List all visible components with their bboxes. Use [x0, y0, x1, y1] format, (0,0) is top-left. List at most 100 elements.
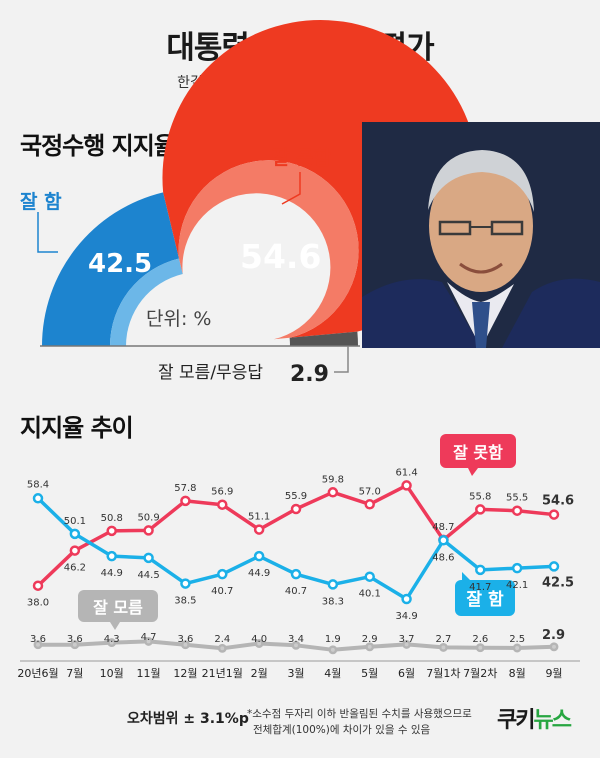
bad-data-label: 50.8: [101, 513, 123, 524]
footnote-line-1: *소수점 두자리 이하 반올림된 수치를 사용했으므로: [247, 708, 472, 720]
x-tick-label: 7월1차: [426, 667, 460, 680]
good-data-label: 44.9: [248, 568, 270, 579]
dk-data-label: 2.9: [542, 628, 565, 643]
good-point: [290, 568, 302, 580]
dk-data-label: 3.7: [399, 634, 415, 645]
good-series-tag: 잘 함: [455, 572, 515, 616]
bad-point: [217, 499, 228, 510]
dk-data-label: 2.5: [509, 634, 525, 645]
bad-point: [180, 495, 191, 507]
good-point: [106, 550, 117, 562]
bad-point: [401, 480, 412, 491]
bad-point: [364, 499, 375, 510]
dk-data-label: 4.7: [141, 632, 157, 643]
bad-data-label: 59.8: [322, 474, 344, 485]
good-point: [253, 550, 265, 562]
dk-point: [402, 639, 412, 649]
gauge-good-arc: [42, 192, 179, 346]
good-point: [401, 593, 412, 605]
good-point: [180, 578, 191, 589]
bad-data-label: 55.9: [285, 491, 307, 502]
dk-series-tag-text: 잘 모름: [93, 598, 143, 617]
bad-callout-line: [281, 172, 301, 205]
good-point: [438, 535, 449, 546]
bad-point: [548, 509, 560, 520]
good-point: [69, 528, 81, 540]
gauge-dk-label: 잘 모름/무응답: [158, 363, 263, 383]
bad-data-label: 61.4: [395, 467, 417, 478]
bad-point: [32, 580, 44, 591]
gauge-bad-inner-arc: [178, 160, 359, 340]
bad-point: [511, 505, 523, 516]
bad-series: 38.0 46.2 50.8 50.9 57.8 56.9 51.1 55.9 59.8 57.0…: [27, 467, 574, 608]
good-data-label: 44.5: [137, 570, 159, 581]
x-tick-label: 3월: [287, 667, 304, 680]
good-data-label: 40.7: [285, 586, 307, 597]
bad-point: [290, 503, 302, 515]
dk-point: [180, 640, 190, 650]
dk-data-label: 3.6: [177, 634, 193, 645]
gauge-unit: 단위: %: [146, 308, 211, 330]
good-data-label: 40.7: [211, 586, 233, 597]
good-point: [32, 493, 44, 504]
logo-part-2: 뉴스: [533, 708, 572, 733]
gauge-good-label: 잘 함: [20, 191, 62, 213]
bad-series-tag-text: 잘 못함: [453, 443, 503, 462]
good-data-label: 38.3: [322, 596, 344, 607]
footnote: *소수점 두자리 이하 반올림된 수치를 사용했으므로 전체합계(100%)에 …: [247, 706, 487, 738]
good-data-label: 50.1: [64, 516, 86, 527]
bad-point: [327, 487, 339, 498]
series-layer: 38.0 46.2 50.8 50.9 57.8 56.9 51.1 55.9 59.8 57.0…: [27, 467, 574, 655]
dk-data-label: 1.9: [325, 634, 341, 645]
bad-point: [69, 545, 81, 556]
good-point: [143, 552, 154, 564]
trend-section-title: 지지율 추이: [20, 414, 134, 442]
x-tick-label: 9월: [545, 667, 562, 680]
x-tick-label: 2월: [251, 667, 268, 680]
gauge-dk-value: 2.9: [290, 362, 329, 387]
dk-data-label: 4.0: [251, 634, 267, 645]
good-data-label: 58.4: [27, 479, 49, 490]
footnote-line-2: 전체합계(100%)에 차이가 있을 수 있음: [253, 724, 431, 736]
dk-point: [144, 636, 154, 646]
dk-data-label: 2.7: [435, 634, 451, 645]
bad-data-label: 46.2: [64, 563, 86, 574]
dk-point: [438, 642, 448, 652]
good-point: [511, 562, 523, 574]
dk-data-label: 2.9: [362, 634, 378, 645]
gauge-section-title: 국정수행 지지율: [20, 132, 176, 160]
good-data-label: 38.5: [174, 596, 196, 607]
dk-data-label: 3.6: [30, 634, 46, 645]
x-tick-label: 10월: [100, 667, 124, 680]
good-point: [217, 568, 228, 580]
x-tick-label: 4월: [324, 667, 341, 680]
x-tick-label: 7월: [66, 667, 83, 680]
dk-point: [512, 643, 522, 653]
good-point: [364, 571, 375, 582]
dk-point: [33, 640, 43, 650]
bad-point: [253, 524, 265, 535]
x-tick-label: 21년1월: [202, 667, 243, 680]
dk-callout-line: [334, 346, 349, 373]
good-point: [327, 579, 339, 590]
gauge-bad-value: 54.6: [240, 237, 321, 276]
bad-data-label: 51.1: [248, 512, 270, 523]
dk-data-label: 3.4: [288, 634, 304, 645]
bad-point: [143, 525, 154, 536]
x-tick-label: 20년6월: [17, 667, 58, 680]
good-point: [548, 561, 560, 572]
gauge-bad-label: 잘 못함: [272, 147, 332, 169]
x-tick-label: 11월: [137, 667, 161, 680]
bad-data-label: 48.7: [432, 522, 454, 533]
good-data-label: 40.1: [359, 589, 381, 600]
president-portrait: [362, 122, 600, 348]
dk-point: [475, 643, 485, 653]
dk-data-label: 2.4: [214, 634, 230, 645]
x-tick-label: 12월: [173, 667, 197, 680]
dk-data-label: 3.6: [67, 634, 83, 645]
bad-data-label: 50.9: [137, 512, 159, 523]
good-data-label: 44.9: [101, 568, 123, 579]
dk-point: [365, 642, 375, 652]
bad-data-label: 55.8: [469, 491, 491, 502]
x-tick-label: 8월: [509, 667, 526, 680]
